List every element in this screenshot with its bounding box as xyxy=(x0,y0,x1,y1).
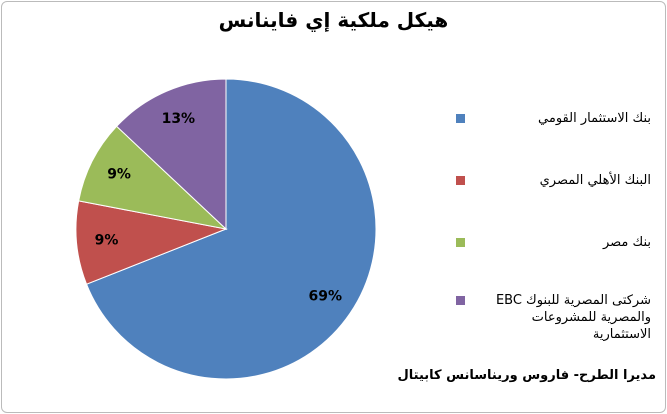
legend-label: بنك مصر xyxy=(602,235,651,250)
legend-entry: بنك الاستثمار القومي xyxy=(456,110,656,127)
data-label: 69% xyxy=(308,288,342,304)
data-label: 9% xyxy=(107,167,131,183)
legend-swatch xyxy=(456,114,465,123)
legend-entry: البنك الأهلي المصري xyxy=(456,172,656,189)
legend-entry: شركتى المصرية للبنوك EBC والمصرية للمشرو… xyxy=(456,292,656,343)
legend-label: بنك الاستثمار القومي xyxy=(538,111,651,126)
data-label: 9% xyxy=(95,232,119,248)
legend-swatch xyxy=(456,296,465,305)
pie-slice xyxy=(115,78,227,231)
annotation: مديرا الطرح- فاروس وريناسانس كابيتال xyxy=(397,368,657,383)
legend-label: شركتى المصرية للبنوك EBC والمصرية للمشرو… xyxy=(495,293,651,342)
pie-slice xyxy=(75,200,228,285)
chart-title: هيكل ملكية إي فاينانس xyxy=(218,8,449,32)
pie-slice xyxy=(78,125,228,230)
legend-label: البنك الأهلي المصري xyxy=(539,173,651,188)
pie-slice xyxy=(85,78,377,380)
legend-swatch xyxy=(456,176,465,185)
data-label: 13% xyxy=(162,111,196,127)
legend-swatch xyxy=(456,238,465,247)
legend-entry: بنك مصر xyxy=(456,234,656,251)
